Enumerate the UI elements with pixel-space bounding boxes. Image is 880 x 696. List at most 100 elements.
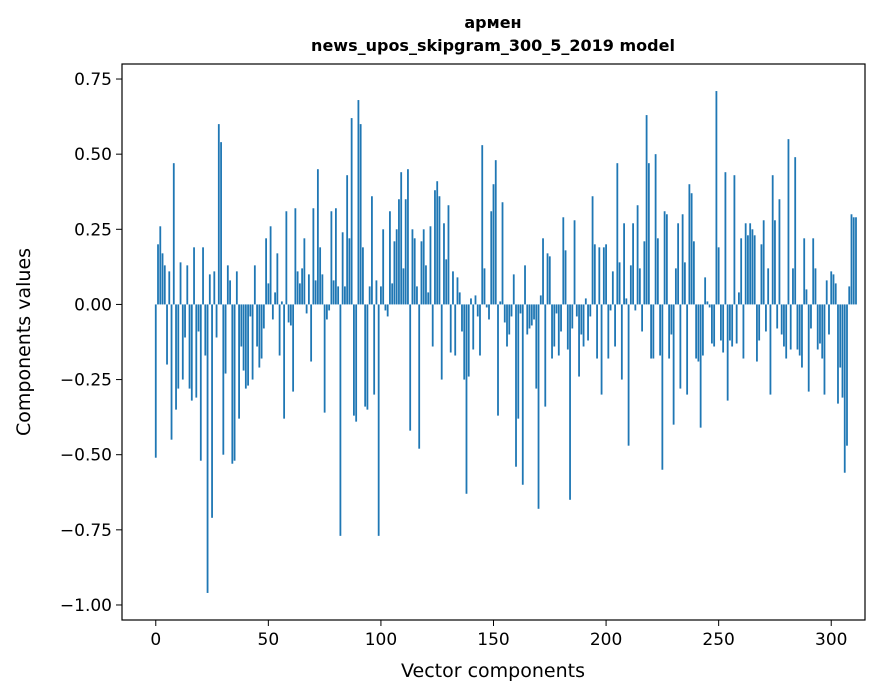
bar <box>758 304 761 341</box>
bar <box>807 304 810 392</box>
bar <box>269 226 272 305</box>
bar <box>240 304 243 347</box>
bar <box>623 223 625 305</box>
bar <box>544 304 547 407</box>
bar <box>208 274 211 305</box>
bar <box>154 304 157 458</box>
bar <box>159 226 162 305</box>
bar <box>186 265 189 305</box>
bar <box>197 304 200 332</box>
bar <box>479 304 481 356</box>
plot-frame <box>121 63 866 621</box>
y-tick-label: −0.75 <box>60 521 112 541</box>
bar <box>837 304 839 404</box>
bar <box>794 157 797 305</box>
bar <box>285 211 288 305</box>
bar <box>774 220 776 305</box>
bar <box>321 274 324 305</box>
bar <box>443 223 445 305</box>
bar <box>402 268 405 305</box>
bar <box>722 304 725 353</box>
bar <box>334 208 337 305</box>
bar <box>661 304 664 470</box>
bar <box>638 268 641 305</box>
bar <box>416 286 418 305</box>
bar <box>562 217 565 305</box>
bar <box>830 271 833 305</box>
bar <box>663 211 666 305</box>
x-tick-label: 250 <box>702 630 734 650</box>
bar <box>271 304 274 320</box>
bar <box>492 184 495 305</box>
y-tick-label: −0.25 <box>60 371 112 391</box>
bar <box>438 196 441 305</box>
bar <box>816 304 819 350</box>
bar <box>852 217 855 305</box>
x-tick-label: 150 <box>477 630 509 650</box>
bar <box>476 304 479 317</box>
bar <box>560 304 562 332</box>
bar <box>524 265 526 305</box>
bar <box>413 238 416 305</box>
bar <box>810 304 812 329</box>
bar <box>575 304 578 317</box>
bar <box>508 304 511 335</box>
bar <box>677 223 680 305</box>
x-axis-label: Vector components <box>401 660 585 682</box>
bar <box>386 304 389 317</box>
bar <box>821 304 824 359</box>
bar <box>645 115 648 305</box>
bar <box>665 214 668 305</box>
y-tick-label: 0.50 <box>74 145 112 165</box>
bar <box>674 268 677 305</box>
bar <box>368 286 371 305</box>
bar <box>341 232 344 305</box>
bar <box>841 304 844 398</box>
bar <box>425 265 427 305</box>
bar <box>339 304 342 536</box>
bar <box>226 265 229 305</box>
bar <box>380 286 382 305</box>
bar <box>767 268 770 305</box>
bar <box>801 304 803 368</box>
bar <box>483 268 486 305</box>
bar <box>188 304 191 389</box>
bar <box>515 304 517 467</box>
bar <box>701 304 704 356</box>
bar <box>679 304 682 389</box>
bar <box>494 160 497 305</box>
bar <box>499 301 502 305</box>
bar <box>447 205 450 305</box>
bar <box>611 271 614 305</box>
bar <box>627 304 630 446</box>
bar <box>231 304 234 464</box>
bar <box>720 304 722 341</box>
bar <box>796 304 799 350</box>
bar <box>805 289 808 305</box>
bar <box>629 265 632 305</box>
bar <box>371 196 373 305</box>
bar <box>445 259 448 305</box>
bar <box>697 304 700 362</box>
x-tick-label: 100 <box>365 630 397 650</box>
bar <box>659 304 662 356</box>
bar <box>166 304 168 365</box>
bar <box>222 304 225 455</box>
bar <box>618 262 621 305</box>
bar <box>366 304 369 410</box>
bar <box>422 229 425 305</box>
bar <box>812 238 815 305</box>
bar <box>337 286 340 305</box>
bar <box>715 91 718 305</box>
y-tick-label: 0.25 <box>74 220 112 240</box>
bar <box>614 304 616 347</box>
bar <box>850 214 853 305</box>
bar <box>359 124 362 305</box>
bar <box>472 304 475 350</box>
bar <box>726 304 729 401</box>
bar <box>213 271 216 305</box>
bar <box>580 304 583 335</box>
x-tick-label: 300 <box>815 630 847 650</box>
bar <box>377 304 380 536</box>
bar <box>253 265 256 305</box>
